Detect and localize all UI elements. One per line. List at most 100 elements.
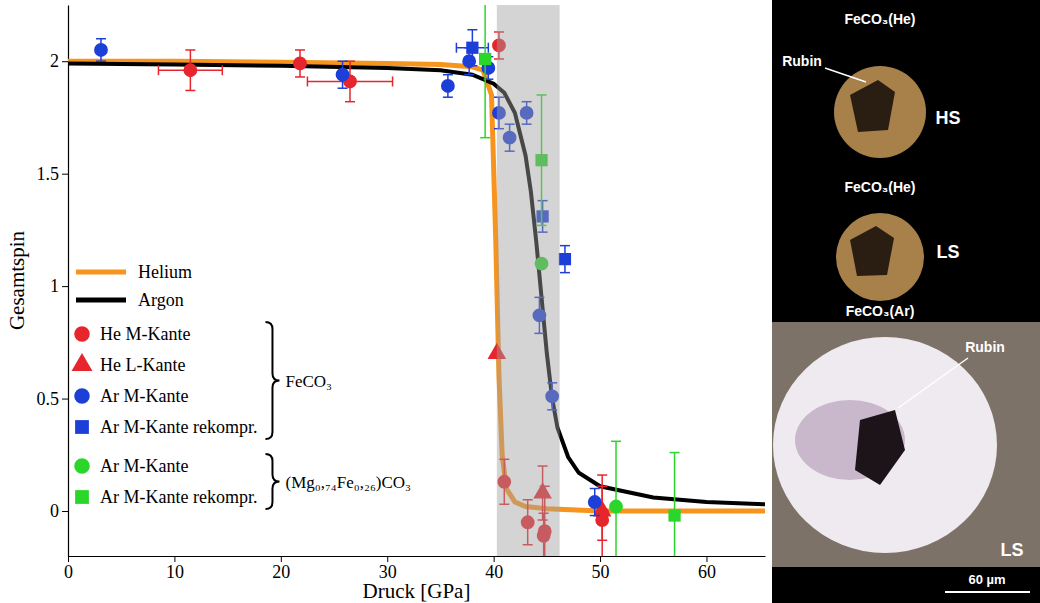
error-cap bbox=[222, 65, 224, 75]
data-point bbox=[609, 500, 623, 514]
y-tick: 0 bbox=[50, 501, 68, 521]
error-cap bbox=[96, 60, 106, 62]
photo-label: HS bbox=[935, 108, 960, 128]
error-stem bbox=[484, 5, 486, 138]
photo-frame bbox=[772, 322, 1040, 567]
error-cap bbox=[467, 29, 477, 31]
photo-panel: FeCO₃(He)RubinHSFeCO₃(He)LSFeCO₃(Ar)Rubi… bbox=[772, 0, 1040, 603]
photo-background bbox=[772, 0, 1040, 603]
legend-swatch bbox=[74, 388, 90, 404]
legend-label: He M-Kante bbox=[100, 324, 190, 344]
y-axis: 0 0.5 1 1.5 2 bbox=[37, 6, 69, 557]
data-point bbox=[293, 57, 307, 71]
x-tick-label: 40 bbox=[485, 562, 503, 582]
y-error-bar bbox=[611, 441, 621, 556]
legend-bracket bbox=[265, 322, 279, 439]
legend: Helium Argon He M-Kante He L-Kante Ar M-Kant… bbox=[72, 262, 412, 509]
legend-swatch bbox=[72, 353, 93, 371]
legend-swatch bbox=[76, 298, 126, 303]
error-cap bbox=[338, 87, 348, 89]
legend-label: He L-Kante bbox=[100, 355, 185, 375]
x-axis: 0102030405060 bbox=[64, 556, 766, 582]
error-stem bbox=[615, 441, 617, 556]
error-cap bbox=[597, 540, 607, 542]
error-cap bbox=[597, 474, 607, 476]
legend-label: Ar M-Kante rekompr. bbox=[100, 487, 257, 507]
error-cap bbox=[488, 43, 490, 53]
y-error-bar bbox=[670, 453, 680, 556]
data-point bbox=[668, 509, 680, 521]
photo-label: 60 µm bbox=[968, 572, 1005, 587]
error-cap bbox=[96, 38, 106, 40]
error-cap bbox=[392, 76, 394, 86]
y-tick: 0.5 bbox=[37, 389, 69, 409]
x-tick: 60 bbox=[698, 556, 716, 582]
x-tick: 20 bbox=[272, 556, 290, 582]
chart: 010203040506000.511.52Druck [GPa]Gesamts… bbox=[0, 0, 1040, 603]
data-point bbox=[559, 253, 571, 265]
error-cap bbox=[597, 486, 607, 488]
x-tick: 40 bbox=[485, 556, 503, 582]
error-cap bbox=[185, 49, 195, 51]
error-stem bbox=[674, 453, 676, 556]
sample-disc bbox=[773, 337, 997, 553]
y-tick-label: 1 bbox=[50, 276, 59, 296]
y-tick-label: 0 bbox=[50, 501, 59, 521]
legend-label: Helium bbox=[138, 262, 192, 282]
plot-data bbox=[68, 5, 765, 556]
legend-group-label: FeCO₃ bbox=[285, 372, 332, 391]
sample-hole bbox=[850, 226, 894, 276]
y-tick: 2 bbox=[50, 51, 68, 71]
data-point bbox=[336, 68, 350, 82]
legend-swatch bbox=[74, 326, 90, 342]
fit-line bbox=[68, 63, 765, 504]
x-tick: 10 bbox=[166, 556, 184, 582]
legend-swatch bbox=[75, 490, 89, 504]
data-point bbox=[183, 63, 197, 77]
x-tick-label: 0 bbox=[64, 562, 73, 582]
error-cap bbox=[295, 49, 305, 51]
photo-label: FeCO₃(He) bbox=[844, 179, 915, 195]
error-cap bbox=[590, 515, 600, 517]
error-cap bbox=[467, 65, 477, 67]
legend-label: Argon bbox=[138, 290, 184, 310]
legend-label: Ar M-Kante bbox=[100, 456, 188, 476]
error-cap bbox=[464, 74, 474, 76]
data-point bbox=[479, 53, 491, 65]
photo-label: Rubin bbox=[782, 53, 822, 69]
error-cap bbox=[456, 43, 458, 53]
photo-label: Rubin bbox=[965, 339, 1005, 355]
error-cap bbox=[443, 96, 453, 98]
error-cap bbox=[611, 441, 621, 443]
y-tick-mark bbox=[62, 286, 68, 287]
error-cap bbox=[560, 272, 570, 274]
error-cap bbox=[670, 452, 680, 454]
x-axis-line bbox=[69, 556, 766, 557]
x-tick: 0 bbox=[64, 556, 73, 582]
photo-label: LS bbox=[936, 242, 959, 262]
data-point bbox=[441, 79, 455, 93]
error-cap bbox=[185, 90, 195, 92]
y-tick-label: 0.5 bbox=[37, 389, 60, 409]
error-cap bbox=[590, 488, 600, 490]
sample-hole bbox=[850, 80, 895, 132]
x-axis-title: Druck [GPa] bbox=[363, 579, 471, 603]
transition-band bbox=[497, 5, 560, 556]
y-tick-mark bbox=[62, 61, 68, 62]
error-cap bbox=[307, 76, 309, 86]
legend-label: Ar M-Kante bbox=[100, 386, 188, 406]
legend-bracket bbox=[265, 454, 279, 509]
legend-swatch bbox=[76, 270, 126, 275]
x-tick: 30 bbox=[379, 556, 397, 582]
error-cap bbox=[443, 74, 453, 76]
y-tick-label: 2 bbox=[50, 51, 59, 71]
y-tick-mark bbox=[62, 511, 68, 512]
sample-disc bbox=[836, 213, 924, 301]
x-tick-label: 20 bbox=[272, 562, 290, 582]
error-cap bbox=[295, 76, 305, 78]
data-point bbox=[94, 43, 108, 57]
legend-group-label: (Mg₀,₇₄Fe₀,₂₆)CO₃ bbox=[285, 473, 411, 492]
y-axis-line bbox=[68, 6, 69, 557]
fit-line bbox=[68, 61, 765, 511]
y-tick-label: 1.5 bbox=[37, 164, 60, 184]
